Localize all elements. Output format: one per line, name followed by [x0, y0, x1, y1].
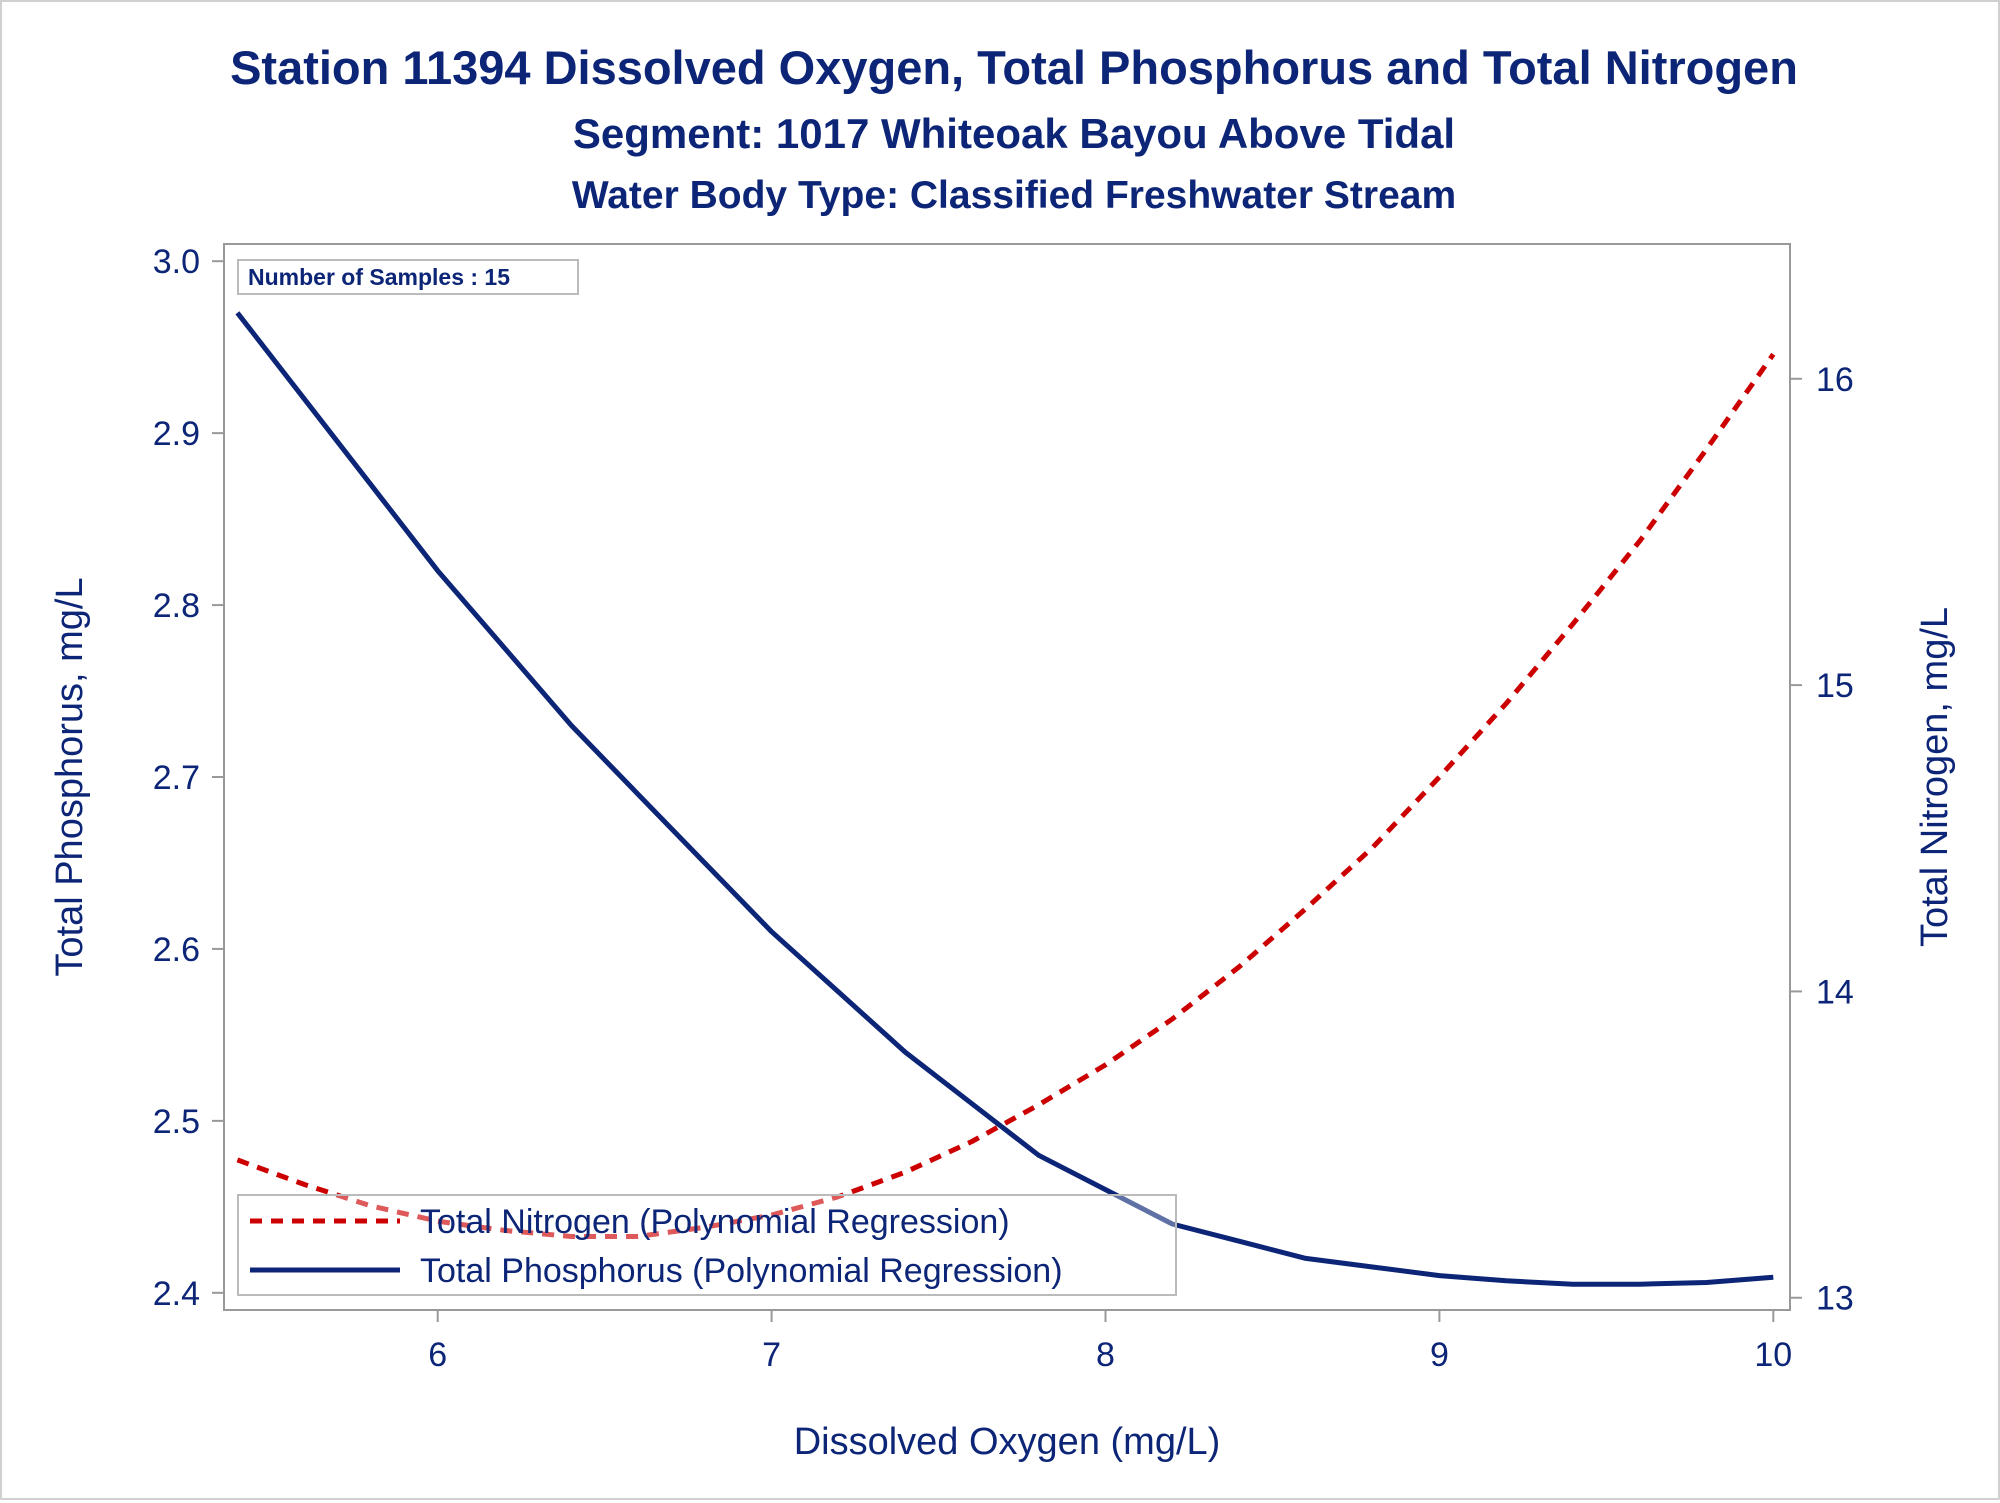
y-tick-label: 2.4: [153, 1275, 200, 1313]
legend-label-nitrogen: Total Nitrogen (Polynomial Regression): [420, 1203, 1010, 1241]
y-tick-label: 2.6: [153, 931, 200, 969]
chart-subtitle-2: Water Body Type: Classified Freshwater S…: [572, 174, 1456, 217]
y-axis-right: 13 14 15 16: [1790, 361, 1854, 1318]
chart-subtitle: Segment: 1017 Whiteoak Bayou Above Tidal: [573, 110, 1455, 157]
sample-count-box: Number of Samples : 15: [237, 259, 579, 295]
y2-tick-label: 13: [1816, 1280, 1854, 1318]
y-tick-label: 2.9: [153, 415, 200, 453]
x-tick-label: 10: [1754, 1336, 1792, 1374]
x-tick-label: 7: [762, 1336, 781, 1374]
x-axis: 6 7 8 9 10: [428, 1310, 1792, 1374]
x-axis-label: Dissolved Oxygen (mg/L): [794, 1421, 1221, 1463]
sample-count-frame: [237, 259, 579, 295]
x-tick-label: 9: [1430, 1336, 1449, 1374]
y2-tick-label: 14: [1816, 973, 1854, 1011]
y2-axis-label: Total Nitrogen, mg/L: [1914, 607, 1956, 947]
legend-frame: [237, 1194, 1177, 1296]
series-line-nitrogen: [236, 352, 1776, 1239]
y-axis-label: Total Phosphorus, mg/L: [49, 577, 91, 976]
legend-label-phosphorus: Total Phosphorus (Polynomial Regression): [420, 1252, 1063, 1290]
plot-frame: [223, 243, 1791, 1311]
sample-count-text: Number of Samples : 15: [248, 264, 510, 290]
y-tick-label: 3.0: [153, 243, 200, 281]
y2-tick-label: 15: [1816, 667, 1854, 705]
x-tick-label: 8: [1096, 1336, 1115, 1374]
y-axis-left: 2.4 2.5 2.6 2.7 2.8 2.9 3.0: [153, 243, 224, 1313]
legend: Total Nitrogen (Polynomial Regression) T…: [237, 1194, 1177, 1296]
series-layer: [235, 311, 1776, 1287]
chart-title: Station 11394 Dissolved Oxygen, Total Ph…: [230, 41, 1798, 94]
x-tick-label: 6: [428, 1336, 447, 1374]
series-line-phosphorus: [235, 311, 1774, 1287]
y-tick-label: 2.8: [153, 587, 200, 625]
y-tick-label: 2.5: [153, 1103, 200, 1141]
y2-tick-label: 16: [1816, 361, 1854, 399]
y-tick-label: 2.7: [153, 759, 200, 797]
